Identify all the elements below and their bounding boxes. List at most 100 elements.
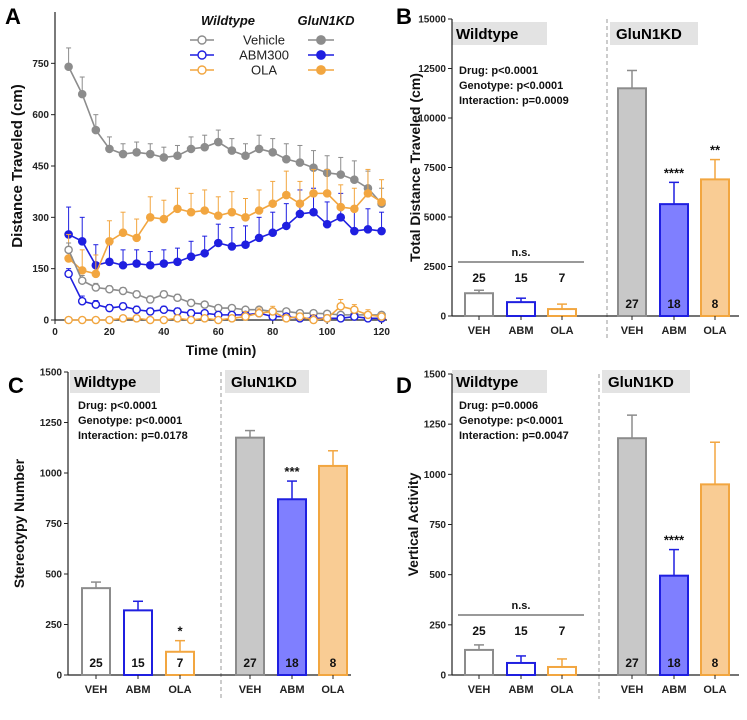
y-tick-label: 300 [32,213,49,224]
data-point [295,199,305,208]
data-point [91,125,101,135]
data-point [132,233,141,243]
y-tick-label: 10000 [418,114,446,125]
stats-line: Genotype: p<0.0001 [78,415,182,427]
y-tick-label: 0 [440,312,446,323]
n-label: 7 [559,624,566,638]
x-tick-label: ABM [508,684,533,696]
y-tick-label: 1250 [40,418,63,429]
y-axis-title: Distance Traveled (cm) [9,84,26,247]
data-point [159,290,169,299]
data-point [159,315,169,325]
y-tick-label: 150 [32,264,49,275]
bar-veh [617,437,647,677]
data-point [227,242,237,251]
legend-marker-filled [316,35,326,45]
data-point [64,269,73,279]
x-tick-label: 0 [52,327,58,338]
stats-line: Genotype: p<0.0001 [459,80,563,92]
x-tick-label: 20 [104,327,116,338]
data-point [91,315,101,325]
data-point [282,221,291,231]
bar-abm [123,609,153,676]
y-tick-label: 1250 [424,420,447,431]
data-point [145,213,155,222]
data-point [350,226,359,236]
data-point [363,225,373,234]
stats-line: Interaction: p=0.0178 [78,430,188,442]
data-point [295,158,305,167]
group-title-bg [602,370,690,393]
data-point [64,245,73,255]
data-point [322,219,332,229]
y-tick-label: 15000 [418,15,446,26]
y-tick-label: 7500 [424,163,447,174]
panel-label-b: B [396,4,412,29]
data-point [186,308,196,318]
group-title-wildtype: Wildtype [456,374,518,391]
x-tick-label: 120 [373,327,390,338]
data-point [159,259,169,268]
data-point [336,202,346,212]
x-tick-label: OLA [321,684,344,696]
data-point [118,149,128,159]
data-point [227,303,237,313]
legend-header-wildtype: Wildtype [201,13,255,28]
data-point [173,204,182,214]
n-label: 25 [472,624,486,638]
panel-label-d: D [396,373,412,398]
data-point [132,148,141,157]
n-label: 25 [472,271,486,285]
data-point [350,305,359,315]
data-point [186,144,196,154]
n-label: 25 [89,656,103,670]
data-point [295,312,305,321]
n-label: 18 [667,656,681,670]
data-point [282,190,291,200]
group-title-gluN1kd: GluN1KD [231,374,297,391]
bar-abm [277,498,307,677]
y-tick-label: 0 [440,671,446,682]
significance-marker: * [177,624,183,639]
bar-ola [318,464,348,676]
data-point [105,236,114,246]
x-tick-label: OLA [550,684,573,696]
legend-marker-open [197,65,207,75]
n-label: 27 [243,656,257,670]
bar-ola [547,308,577,318]
data-point [91,269,101,279]
y-tick-label: 0 [56,671,62,682]
group-title-gluN1kd: GluN1KD [616,26,682,43]
x-tick-label: OLA [703,684,726,696]
x-tick-label: OLA [168,684,191,696]
data-point [145,295,155,304]
n-label: 18 [667,297,681,311]
data-point [186,298,196,308]
x-tick-label: 100 [319,327,336,338]
data-point [282,154,291,164]
y-tick-label: 500 [45,570,62,581]
series-line [68,192,382,275]
x-tick-label: VEH [85,684,108,696]
y-tick-label: 1000 [40,469,63,480]
x-tick-label: ABM [508,325,533,337]
data-point [118,286,128,296]
data-point [309,207,318,217]
bar-abm [506,301,536,318]
data-point [377,197,386,207]
y-tick-label: 1500 [424,370,447,381]
legend-header-gluN1kd: GluN1KD [297,13,355,28]
stats-line: Drug: p<0.0001 [459,65,538,77]
data-point [77,89,87,99]
x-tick-label: ABM [279,684,304,696]
data-point [363,189,373,198]
data-point [254,206,264,215]
n-label: 7 [559,271,566,285]
x-tick-label: OLA [703,325,726,337]
x-tick-label: 40 [158,327,170,338]
significance-marker: **** [664,533,685,548]
data-point [64,315,73,325]
data-point [200,313,209,323]
data-point [254,144,264,154]
data-point [145,149,155,159]
